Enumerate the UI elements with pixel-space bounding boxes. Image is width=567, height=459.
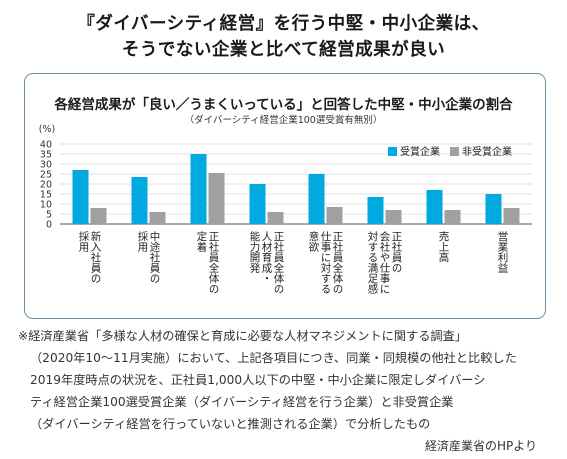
x-category-label: 意欲 [308,230,320,253]
footnote-line: ※経済産業省「多様な人材の確保と育成に必要な人材マネジメントに関する調査」 [18,329,467,343]
x-category-label: 対する満足感 [367,230,379,294]
x-category-label: 能力開発 [249,230,261,274]
headline-line1: 『ダイバーシティ経営』を行う中堅・中小企業は、 [77,14,490,34]
footnote-line: ティ経営企業100選受賞企業（ダイバーシティ経営を行う企業）と非受賞企業 [30,395,454,409]
legend-swatch [450,147,459,156]
footnote-line: 2019年度時点の状況を、正社員1,000人以下の中堅・中小企業に限定しダイバー… [30,373,486,387]
x-category-label: 定着 [196,230,208,253]
legend-swatch [388,147,397,156]
bar-nonaward [444,210,461,224]
chart-subtitle: （ダイバーシティ経営企業100選受賞有無別） [184,115,383,126]
bar-nonaward [149,212,166,224]
x-category-label: 正社員の [391,231,403,273]
bar-nonaward [385,210,402,224]
x-category-label: 正社員全体の [332,231,344,294]
bar-award [249,184,266,224]
bar-nonaward [208,173,225,224]
x-category-label: 正社員全体の [273,231,285,294]
source-credit: 経済産業省のHPより [424,439,537,453]
x-category-label: 会社や仕事に [379,230,391,294]
bar-award [367,197,384,224]
y-tick-label: 20 [40,180,52,191]
x-category-label: 人材育成・ [261,231,273,284]
x-category-label: 中途社員の [149,230,161,283]
bar-nonaward [267,212,284,224]
x-category-label: 採用 [78,230,90,253]
y-tick-label: 35 [40,150,52,161]
x-category-label: 新入社員の [90,230,102,283]
footnote-line: （2020年10～11月実施）において、上記各項目につき、同業・同規模の他社と比… [30,351,517,365]
x-category-label: 採用 [137,230,149,253]
bar-award [72,170,89,224]
bar-award [308,174,325,224]
bar-nonaward [503,208,520,224]
x-category-label: 正社員全体の [208,231,220,294]
y-tick-label: 15 [40,190,52,201]
x-category-label: 仕事に対する [320,230,332,294]
bar-award [190,154,207,224]
bar-award [426,190,443,224]
bar-nonaward [326,207,343,224]
legend-label: 受賞企業 [400,145,440,158]
y-tick-label: 5 [46,210,52,221]
footnote: ※経済産業省「多様な人材の確保と育成に必要な人材マネジメントに関する調査」 （2… [18,325,558,435]
legend-label: 非受賞企業 [462,145,512,158]
y-tick-label: 40 [40,140,52,151]
bar-nonaward [90,208,107,224]
y-tick-label: 0 [46,220,52,231]
chart-title: 各経営成果が「良い／うまくいっている」と回答した中堅・中小企業の割合 [54,97,513,113]
y-tick-label: 25 [40,170,52,181]
y-axis-unit: (%) [39,124,55,135]
y-tick-label: 30 [40,160,52,171]
headline-line2: そうでない企業と比べて経営成果が良い [121,40,446,60]
y-tick-label: 10 [40,200,52,211]
x-category-label: 営業利益 [497,230,509,273]
bar-award [131,177,148,224]
footnote-line: （ダイバーシティ経営を行っていないと推測される企業）で分析したもの [30,417,431,431]
x-category-label: 売上高 [438,230,450,263]
bar-award [485,194,502,224]
chart-frame [24,73,546,319]
